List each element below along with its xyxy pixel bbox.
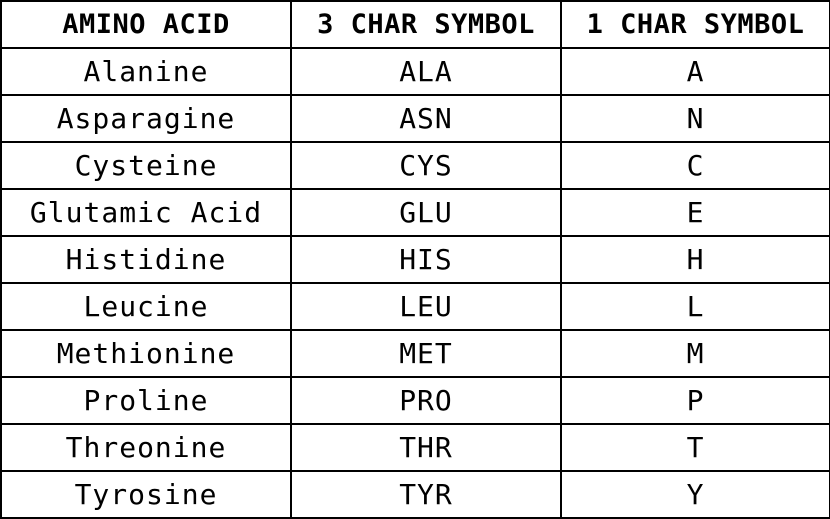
table-row: Proline PRO P bbox=[0, 376, 830, 425]
amino-acid-name: Tyrosine bbox=[0, 470, 292, 519]
header-one-char-symbol: 1 CHAR SYMBOL bbox=[560, 0, 830, 49]
header-three-char-symbol: 3 CHAR SYMBOL bbox=[290, 0, 562, 49]
one-char-symbol: L bbox=[560, 282, 830, 331]
three-char-symbol: TYR bbox=[290, 470, 562, 519]
table-row: Cysteine CYS C bbox=[0, 141, 830, 190]
header-amino-acid: AMINO ACID bbox=[0, 0, 292, 49]
three-char-symbol: LEU bbox=[290, 282, 562, 331]
one-char-symbol: C bbox=[560, 141, 830, 190]
amino-acid-name: Leucine bbox=[0, 282, 292, 331]
table-row: Histidine HIS H bbox=[0, 235, 830, 284]
one-char-symbol: N bbox=[560, 94, 830, 143]
table-row: Glutamic Acid GLU E bbox=[0, 188, 830, 237]
amino-acid-name: Histidine bbox=[0, 235, 292, 284]
amino-acid-name: Threonine bbox=[0, 423, 292, 472]
table-header-row: AMINO ACID 3 CHAR SYMBOL 1 CHAR SYMBOL bbox=[0, 0, 830, 49]
three-char-symbol: ASN bbox=[290, 94, 562, 143]
table-row: Threonine THR T bbox=[0, 423, 830, 472]
amino-acid-name: Cysteine bbox=[0, 141, 292, 190]
one-char-symbol: Y bbox=[560, 470, 830, 519]
amino-acid-name: Asparagine bbox=[0, 94, 292, 143]
three-char-symbol: MET bbox=[290, 329, 562, 378]
one-char-symbol: H bbox=[560, 235, 830, 284]
amino-acid-name: Methionine bbox=[0, 329, 292, 378]
amino-acid-name: Glutamic Acid bbox=[0, 188, 292, 237]
amino-acid-name: Proline bbox=[0, 376, 292, 425]
three-char-symbol: PRO bbox=[290, 376, 562, 425]
one-char-symbol: M bbox=[560, 329, 830, 378]
one-char-symbol: E bbox=[560, 188, 830, 237]
table-row: Asparagine ASN N bbox=[0, 94, 830, 143]
table-row: Tyrosine TYR Y bbox=[0, 470, 830, 519]
table-row: Methionine MET M bbox=[0, 329, 830, 378]
one-char-symbol: T bbox=[560, 423, 830, 472]
one-char-symbol: P bbox=[560, 376, 830, 425]
three-char-symbol: THR bbox=[290, 423, 562, 472]
three-char-symbol: HIS bbox=[290, 235, 562, 284]
three-char-symbol: GLU bbox=[290, 188, 562, 237]
three-char-symbol: CYS bbox=[290, 141, 562, 190]
table-row: Leucine LEU L bbox=[0, 282, 830, 331]
amino-acid-name: Alanine bbox=[0, 47, 292, 96]
table-row: Alanine ALA A bbox=[0, 47, 830, 96]
three-char-symbol: ALA bbox=[290, 47, 562, 96]
one-char-symbol: A bbox=[560, 47, 830, 96]
